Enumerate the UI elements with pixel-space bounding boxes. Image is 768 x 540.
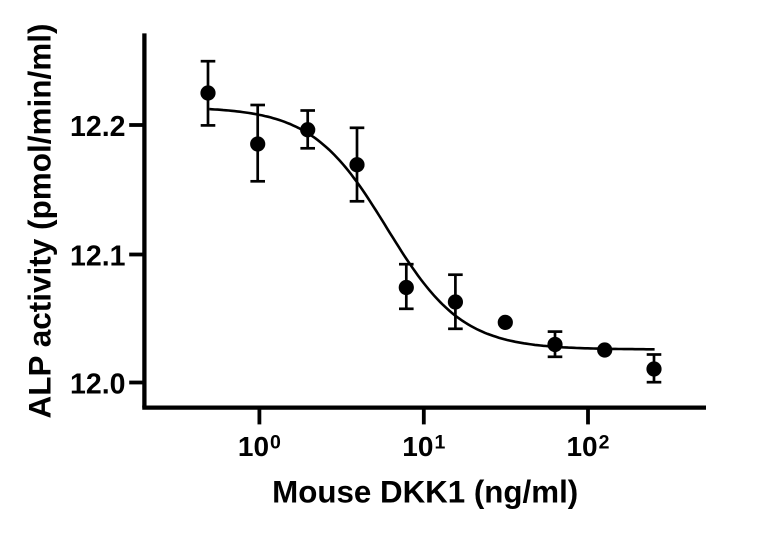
svg-text:ALP activity (pmol/min/ml): ALP activity (pmol/min/ml)	[21, 24, 57, 419]
svg-text:12.1: 12.1	[70, 241, 126, 273]
svg-text:12.0: 12.0	[70, 369, 125, 401]
svg-text:12.2: 12.2	[70, 111, 125, 143]
svg-text:Mouse DKK1 (ng/ml): Mouse DKK1 (ng/ml)	[272, 475, 578, 510]
